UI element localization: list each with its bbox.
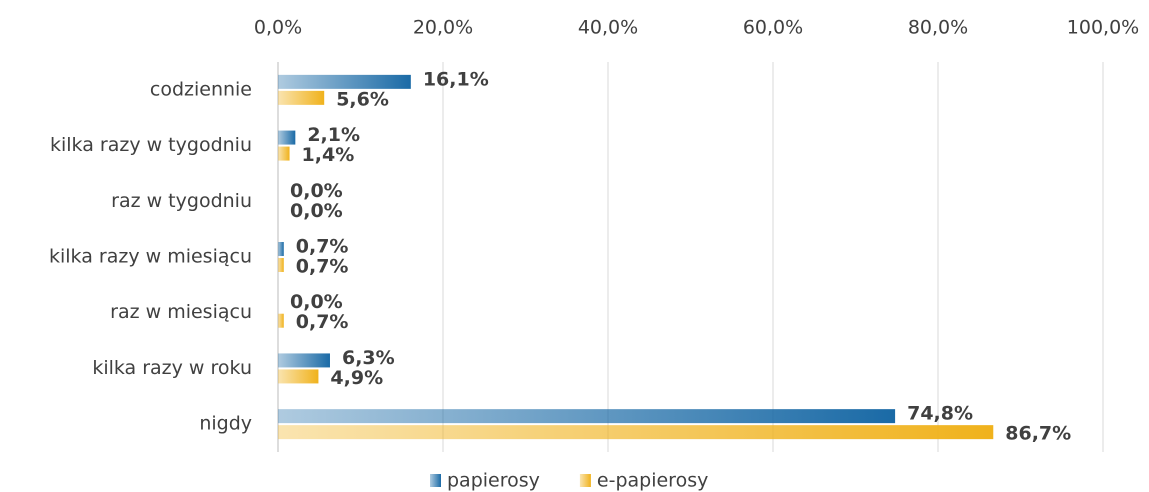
x-tick-label: 40,0% bbox=[578, 17, 638, 39]
bar bbox=[278, 146, 290, 161]
bar bbox=[278, 90, 325, 105]
bar bbox=[278, 74, 411, 89]
value-label: 4,9% bbox=[330, 367, 383, 389]
x-tick-label: 20,0% bbox=[413, 17, 473, 39]
bar bbox=[278, 425, 994, 440]
legend-swatch bbox=[579, 474, 591, 487]
bar bbox=[278, 369, 319, 384]
value-label: 2,1% bbox=[307, 124, 360, 146]
value-label: 5,6% bbox=[336, 88, 389, 110]
value-label: 0,7% bbox=[296, 256, 349, 278]
value-label: 0,7% bbox=[296, 236, 349, 258]
y-tick-label: kilka razy w roku bbox=[92, 357, 252, 379]
bar bbox=[278, 353, 330, 368]
value-label: 86,7% bbox=[1005, 423, 1071, 445]
y-tick-label: codziennie bbox=[150, 78, 252, 100]
value-label: 16,1% bbox=[423, 68, 489, 90]
y-tick-label: nigdy bbox=[199, 413, 252, 435]
legend-label: papierosy bbox=[447, 470, 540, 492]
value-label: 0,0% bbox=[290, 200, 343, 222]
bar bbox=[278, 242, 284, 256]
x-tick-label: 80,0% bbox=[908, 17, 968, 39]
value-label: 0,0% bbox=[290, 180, 343, 202]
value-label: 1,4% bbox=[302, 144, 355, 166]
y-tick-label: raz w tygodniu bbox=[111, 190, 252, 212]
y-tick-label: raz w miesiącu bbox=[110, 301, 252, 323]
value-label: 6,3% bbox=[342, 347, 395, 369]
bar bbox=[278, 130, 296, 145]
value-label: 0,7% bbox=[296, 311, 349, 333]
x-tick-label: 60,0% bbox=[743, 17, 803, 39]
value-label: 74,8% bbox=[907, 403, 973, 425]
bar bbox=[278, 258, 284, 272]
value-label: 0,0% bbox=[290, 291, 343, 313]
x-tick-label: 100,0% bbox=[1067, 17, 1139, 39]
legend-label: e-papierosy bbox=[597, 470, 708, 492]
bar bbox=[278, 409, 896, 424]
bar bbox=[278, 313, 284, 328]
legend-swatch bbox=[430, 474, 441, 487]
x-tick-label: 0,0% bbox=[254, 17, 302, 39]
y-tick-label: kilka razy w miesiącu bbox=[49, 246, 252, 268]
y-tick-label: kilka razy w tygodniu bbox=[50, 134, 252, 156]
